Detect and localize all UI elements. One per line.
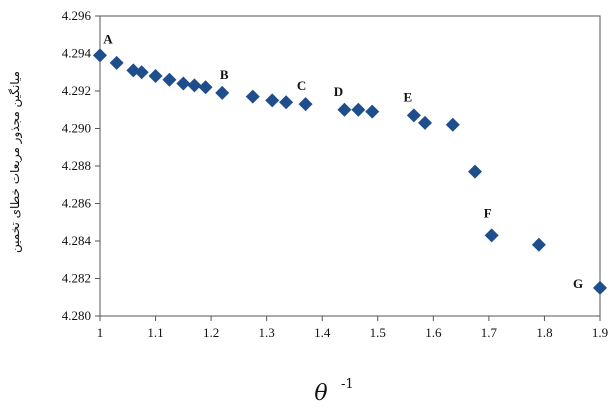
x-tick-label: 1.4 — [314, 325, 331, 340]
data-point-diamond — [365, 104, 380, 119]
x-tick-label: 1.9 — [592, 325, 608, 340]
x-tick-label: 1.7 — [481, 325, 498, 340]
x-tick-label: 1.3 — [259, 325, 275, 340]
data-point-diamond — [531, 237, 546, 252]
x-axis-label-group: θ -1 — [314, 377, 353, 406]
data-point-diamond — [418, 115, 432, 130]
point-label-e: E — [404, 89, 413, 104]
data-point-diamond — [351, 102, 366, 117]
data-point-diamond — [245, 89, 260, 104]
x-tick-label: 1 — [97, 325, 104, 340]
x-tick-label: 1.5 — [370, 325, 386, 340]
x-axis-label: θ — [314, 381, 327, 406]
data-point-diamond — [187, 78, 202, 93]
data-point-diamond — [298, 97, 313, 112]
point-label-f: F — [484, 205, 492, 220]
data-point-diamond — [445, 117, 460, 132]
point-label-a: A — [103, 31, 113, 46]
y-tick-label: 4.290 — [62, 121, 91, 136]
data-point-diamond — [148, 69, 163, 83]
point-label-b: B — [220, 67, 229, 82]
axes — [99, 15, 601, 317]
y-tick-label: 4.282 — [62, 271, 91, 286]
data-point-diamond — [215, 85, 230, 100]
x-tick-label: 1.1 — [147, 325, 163, 340]
x-tick-label: 1.8 — [536, 325, 552, 340]
x-tick-label: 1.6 — [425, 325, 442, 340]
x-axis-ticks: 1 1.1 1.2 1.3 1.4 1.5 1.6 1.7 1.8 1.9 — [97, 316, 608, 340]
data-point-diamond — [468, 164, 482, 179]
plot-frame — [99, 15, 601, 317]
y-tick-label: 4.292 — [62, 83, 91, 98]
point-label-c: C — [297, 78, 306, 93]
data-point-diamond — [337, 102, 352, 117]
y-tick-label: 4.286 — [62, 196, 92, 211]
data-point-diamond — [198, 80, 213, 95]
y-axis-ticks: 4.280 4.282 4.284 4.286 4.288 4.290 4.292 4.294… — [62, 8, 100, 323]
y-tick-label: 4.288 — [62, 158, 91, 173]
point-label-g: G — [573, 276, 583, 291]
data-point-diamond — [176, 76, 191, 91]
x-tick-label: 1.2 — [203, 325, 219, 340]
y-tick-label: 4.280 — [62, 308, 91, 323]
data-point-diamond — [484, 228, 499, 243]
data-point-diamond — [93, 48, 107, 63]
data-point-diamond — [134, 65, 149, 80]
data-point-diamond — [593, 280, 607, 295]
data-point-diamond — [109, 55, 124, 70]
y-tick-label: 4.296 — [62, 8, 92, 23]
y-tick-label: 4.284 — [62, 233, 92, 248]
data-point-diamond — [279, 95, 294, 110]
data-points — [93, 48, 607, 295]
data-point-diamond — [265, 93, 280, 108]
data-point-diamond — [406, 108, 421, 123]
point-label-d: D — [334, 84, 343, 99]
point-annotations: A B C D E F G — [103, 31, 583, 291]
x-axis-label-superscript: -1 — [341, 377, 354, 392]
y-tick-label: 4.294 — [62, 46, 92, 61]
y-axis-label: میانگین مجذور مربعات خطای تخمین — [8, 71, 23, 253]
data-point-diamond — [162, 72, 177, 87]
